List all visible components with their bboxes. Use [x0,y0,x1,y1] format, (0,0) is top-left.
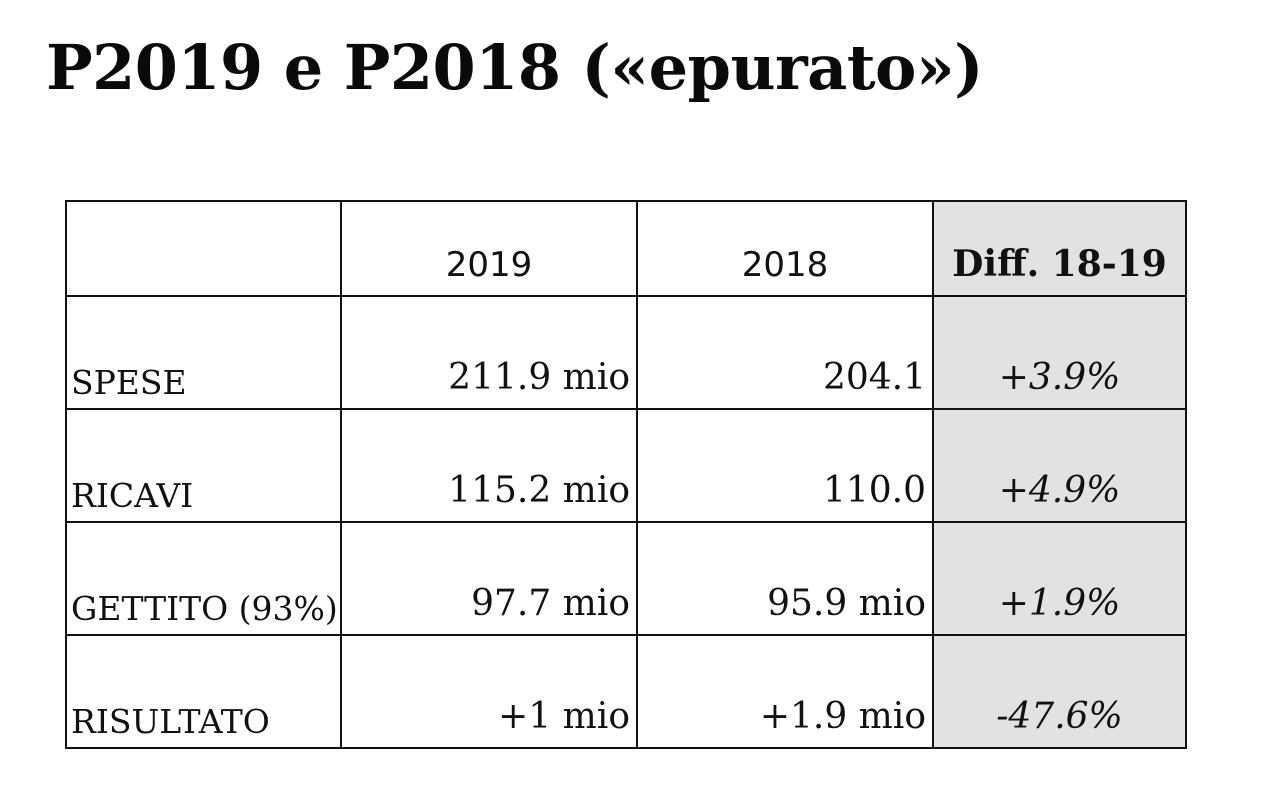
row-label: GETTITO (93%) [65,521,342,636]
value-2018: 110.0 [636,408,934,523]
header-diff: Diff. 18-19 [932,200,1187,297]
table-row: SPESE 211.9 mio 204.1 +3.9% [65,295,1187,410]
table-row: RICAVI 115.2 mio 110.0 +4.9% [65,408,1187,523]
comparison-table: 2019 2018 Diff. 18-19 SPESE 211.9 mio 20… [65,200,1187,749]
value-2019: 211.9 mio [340,295,638,410]
value-diff: +1.9% [932,521,1187,636]
table-header-row: 2019 2018 Diff. 18-19 [65,200,1187,297]
value-2019: +1 mio [340,634,638,749]
value-diff: +4.9% [932,408,1187,523]
value-2018: +1.9 mio [636,634,934,749]
table-row: GETTITO (93%) 97.7 mio 95.9 mio +1.9% [65,521,1187,636]
header-empty-cell [65,200,342,297]
row-label: RISULTATO [65,634,342,749]
value-2018: 204.1 [636,295,934,410]
value-2018: 95.9 mio [636,521,934,636]
header-2018: 2018 [636,200,934,297]
value-2019: 97.7 mio [340,521,638,636]
value-diff: -47.6% [932,634,1187,749]
row-label: RICAVI [65,408,342,523]
value-2019: 115.2 mio [340,408,638,523]
row-label: SPESE [65,295,342,410]
page-title: P2019 e P2018 («epurato») [46,31,983,104]
table-row: RISULTATO +1 mio +1.9 mio -47.6% [65,634,1187,749]
header-2019: 2019 [340,200,638,297]
value-diff: +3.9% [932,295,1187,410]
